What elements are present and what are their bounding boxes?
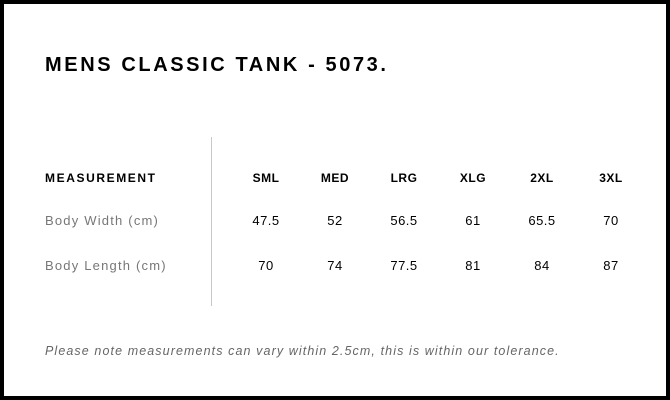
table-cell: 52 (327, 213, 343, 228)
table-cell: 61 (465, 213, 481, 228)
tolerance-note: Please note measurements can vary within… (45, 344, 560, 358)
table-cell: 70 (603, 213, 619, 228)
size-header-2xl: 2XL (530, 171, 554, 185)
table-cell: 87 (603, 258, 619, 273)
row-label: Body Width (cm) (45, 213, 160, 228)
table-cell: 77.5 (390, 258, 418, 273)
column-divider (211, 137, 212, 306)
table-cell: 74 (327, 258, 343, 273)
size-header-sml: SML (252, 171, 280, 185)
table-cell: 47.5 (252, 213, 280, 228)
table-cell: 65.5 (528, 213, 556, 228)
table-cell: 56.5 (390, 213, 418, 228)
table-cell: 84 (534, 258, 550, 273)
size-header-xlg: XLG (459, 171, 487, 185)
measurement-header: MEASUREMENT (45, 171, 157, 185)
table-cell: 81 (465, 258, 481, 273)
size-header-3xl: 3XL (599, 171, 623, 185)
size-chart-card: MENS CLASSIC TANK - 5073. MEASUREMENT SM… (4, 4, 666, 396)
size-header-lrg: LRG (390, 171, 418, 185)
row-label: Body Length (cm) (45, 258, 167, 273)
size-header-med: MED (320, 171, 350, 185)
table-cell: 70 (258, 258, 274, 273)
page-title: MENS CLASSIC TANK - 5073. (45, 54, 389, 76)
